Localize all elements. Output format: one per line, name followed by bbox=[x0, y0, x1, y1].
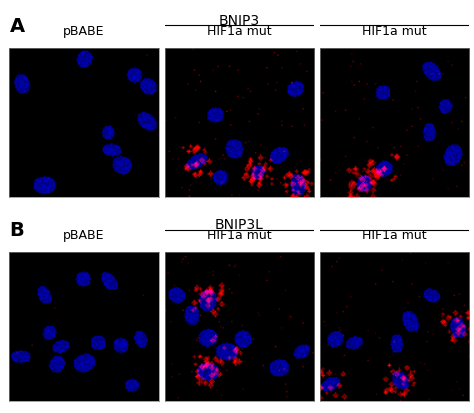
Text: HIF1a mut: HIF1a mut bbox=[207, 25, 272, 38]
Text: pBABE: pBABE bbox=[64, 228, 105, 241]
Text: HIF1a mut: HIF1a mut bbox=[362, 25, 427, 38]
Text: pBABE: pBABE bbox=[64, 25, 105, 38]
Text: HIF1a mut: HIF1a mut bbox=[207, 228, 272, 241]
Text: A: A bbox=[9, 17, 25, 36]
Text: BNIP3L: BNIP3L bbox=[215, 218, 264, 231]
Text: HIF1a mut: HIF1a mut bbox=[362, 228, 427, 241]
Text: BNIP3: BNIP3 bbox=[219, 14, 260, 28]
Text: B: B bbox=[9, 221, 24, 240]
